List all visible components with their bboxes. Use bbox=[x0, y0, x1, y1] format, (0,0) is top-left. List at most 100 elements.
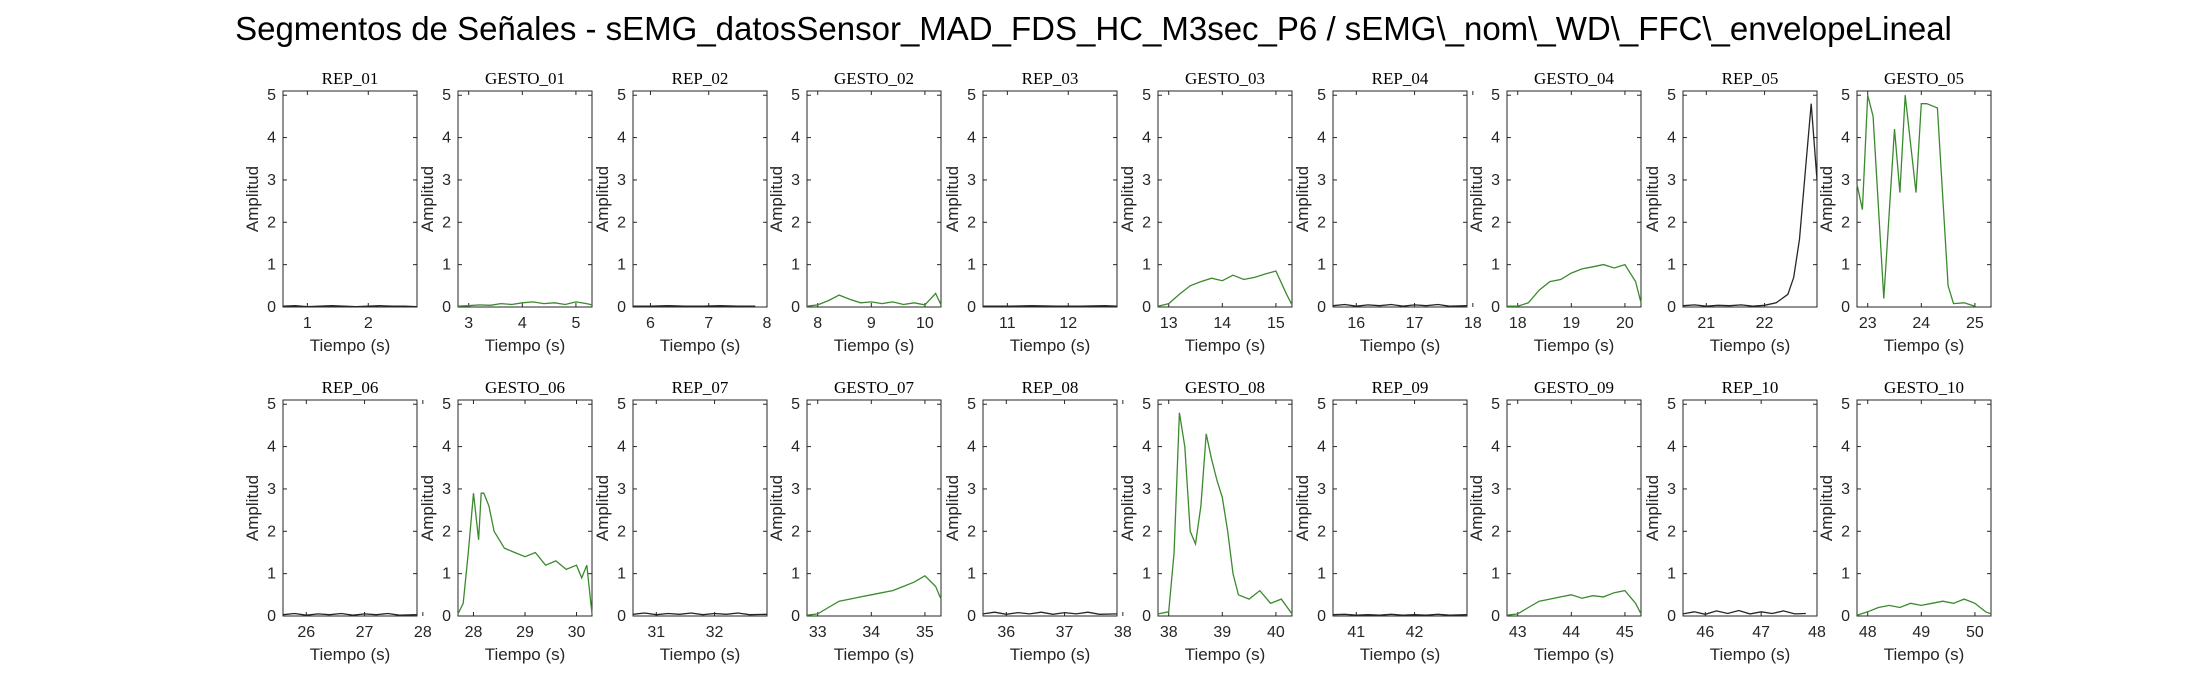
subplot-title: REP_10 bbox=[1722, 378, 1779, 397]
x-axis-label: Tiempo (s) bbox=[1185, 645, 1266, 664]
y-tick-label: 4 bbox=[617, 439, 626, 456]
y-tick-label: 0 bbox=[791, 608, 800, 625]
y-axis-label: Amplitud bbox=[943, 475, 962, 541]
subplot-title: GESTO_04 bbox=[1534, 69, 1614, 88]
y-tick-label: 3 bbox=[442, 172, 451, 189]
y-tick-label: 4 bbox=[617, 130, 626, 147]
subplot-title: GESTO_10 bbox=[1884, 378, 1964, 397]
y-tick-label: 2 bbox=[267, 523, 276, 540]
y-tick-label: 4 bbox=[791, 439, 800, 456]
x-tick-label: 49 bbox=[1912, 624, 1930, 641]
y-axis-label: Amplitud bbox=[593, 166, 612, 232]
subplot-rep-06: 0 1 2 3 4 5 26 27 28 REP_06 Tiempo (s) Amplitud bbox=[243, 378, 432, 664]
y-tick-label: 5 bbox=[1142, 87, 1151, 104]
y-tick-label: 4 bbox=[1491, 130, 1500, 147]
y-tick-label: 5 bbox=[967, 87, 976, 104]
axes-box bbox=[806, 90, 942, 308]
y-tick-label: 5 bbox=[1841, 87, 1850, 104]
y-tick-label: 0 bbox=[791, 299, 800, 316]
y-tick-label: 0 bbox=[442, 299, 451, 316]
y-tick-label: 1 bbox=[1142, 566, 1151, 583]
subplot-title: GESTO_01 bbox=[485, 69, 565, 88]
y-tick-label: 0 bbox=[1841, 299, 1850, 316]
y-tick-label: 5 bbox=[617, 87, 626, 104]
y-tick-label: 0 bbox=[1491, 299, 1500, 316]
y-tick-label: 3 bbox=[617, 481, 626, 498]
y-tick-label: 3 bbox=[267, 481, 276, 498]
y-tick-label: 1 bbox=[967, 566, 976, 583]
y-tick-label: 4 bbox=[967, 130, 976, 147]
y-tick-label: 2 bbox=[267, 214, 276, 231]
axes-box bbox=[1682, 399, 1818, 617]
x-axis-label: Tiempo (s) bbox=[485, 645, 566, 664]
axes-box bbox=[1856, 90, 1992, 308]
axes-box bbox=[806, 399, 942, 617]
x-tick-label: 9 bbox=[867, 315, 876, 332]
subplot-title: REP_01 bbox=[322, 69, 379, 88]
subplot-gesto-06: 0 1 2 3 4 5 28 29 30 GESTO_06 Tiempo (s) Amplitud bbox=[418, 378, 593, 664]
subplot-rep-07: 0 1 2 3 4 5 31 32 REP_07 Tiempo (s) Amplitud bbox=[593, 378, 768, 664]
subplot-title: GESTO_03 bbox=[1185, 69, 1265, 88]
x-tick-label: 3 bbox=[464, 315, 473, 332]
subplot-title: GESTO_07 bbox=[834, 378, 914, 397]
x-tick-label: 2 bbox=[364, 315, 373, 332]
y-tick-label: 0 bbox=[1317, 299, 1326, 316]
y-tick-label: 3 bbox=[442, 481, 451, 498]
x-tick-label: 44 bbox=[1562, 624, 1580, 641]
y-tick-label: 2 bbox=[1667, 523, 1676, 540]
y-tick-label: 5 bbox=[267, 87, 276, 104]
y-tick-label: 2 bbox=[617, 523, 626, 540]
x-axis-label: Tiempo (s) bbox=[834, 336, 915, 355]
y-tick-label: 2 bbox=[967, 523, 976, 540]
y-tick-label: 4 bbox=[1667, 439, 1676, 456]
subplot-rep-01: 0 1 2 3 4 5 1 2 REP_01 Tiempo (s) Amplitud bbox=[243, 69, 418, 355]
x-tick-label: 33 bbox=[809, 624, 827, 641]
subplot-rep-04: 0 1 2 3 4 5 16 17 18 REP_04 Tiempo (s) Amplitud bbox=[1293, 69, 1482, 355]
y-tick-label: 1 bbox=[1491, 566, 1500, 583]
x-tick-label: 8 bbox=[813, 315, 822, 332]
x-tick-label: 15 bbox=[1267, 315, 1285, 332]
y-tick-label: 3 bbox=[1142, 481, 1151, 498]
y-tick-label: 2 bbox=[1491, 214, 1500, 231]
axes-box bbox=[282, 399, 418, 617]
y-tick-label: 4 bbox=[267, 130, 276, 147]
y-tick-label: 2 bbox=[442, 214, 451, 231]
x-axis-label: Tiempo (s) bbox=[1010, 645, 1091, 664]
subplot-gesto-02: 0 1 2 3 4 5 8 9 10 GESTO_02 Tiempo (s) Amplitud bbox=[767, 69, 942, 355]
subplot-title: REP_07 bbox=[672, 378, 729, 397]
x-tick-label: 37 bbox=[1056, 624, 1074, 641]
axes-box bbox=[457, 90, 593, 308]
y-tick-label: 0 bbox=[1841, 608, 1850, 625]
subplot-title: REP_06 bbox=[322, 378, 379, 397]
x-tick-label: 35 bbox=[916, 624, 934, 641]
x-axis-label: Tiempo (s) bbox=[1534, 336, 1615, 355]
subplot-title: GESTO_06 bbox=[485, 378, 565, 397]
series-line bbox=[1682, 609, 1806, 615]
x-axis-label: Tiempo (s) bbox=[1884, 336, 1965, 355]
y-tick-label: 1 bbox=[442, 566, 451, 583]
x-tick-label: 5 bbox=[571, 315, 580, 332]
y-tick-label: 0 bbox=[1667, 299, 1676, 316]
y-tick-label: 5 bbox=[967, 396, 976, 413]
y-tick-label: 4 bbox=[1841, 130, 1850, 147]
y-tick-label: 1 bbox=[267, 257, 276, 274]
y-tick-label: 3 bbox=[1841, 172, 1850, 189]
x-tick-label: 38 bbox=[1160, 624, 1178, 641]
y-tick-label: 0 bbox=[1142, 299, 1151, 316]
y-tick-label: 1 bbox=[267, 566, 276, 583]
x-axis-label: Tiempo (s) bbox=[310, 336, 391, 355]
y-tick-label: 2 bbox=[617, 214, 626, 231]
y-axis-label: Amplitud bbox=[418, 166, 437, 232]
axes-box bbox=[632, 399, 768, 617]
y-tick-label: 3 bbox=[1667, 172, 1676, 189]
series-line bbox=[983, 305, 1118, 307]
axes-box bbox=[1682, 90, 1818, 308]
y-tick-label: 3 bbox=[1142, 172, 1151, 189]
axes-box bbox=[1332, 399, 1468, 617]
x-axis-label: Tiempo (s) bbox=[1185, 336, 1266, 355]
y-tick-label: 0 bbox=[1317, 608, 1326, 625]
x-tick-label: 17 bbox=[1406, 315, 1424, 332]
